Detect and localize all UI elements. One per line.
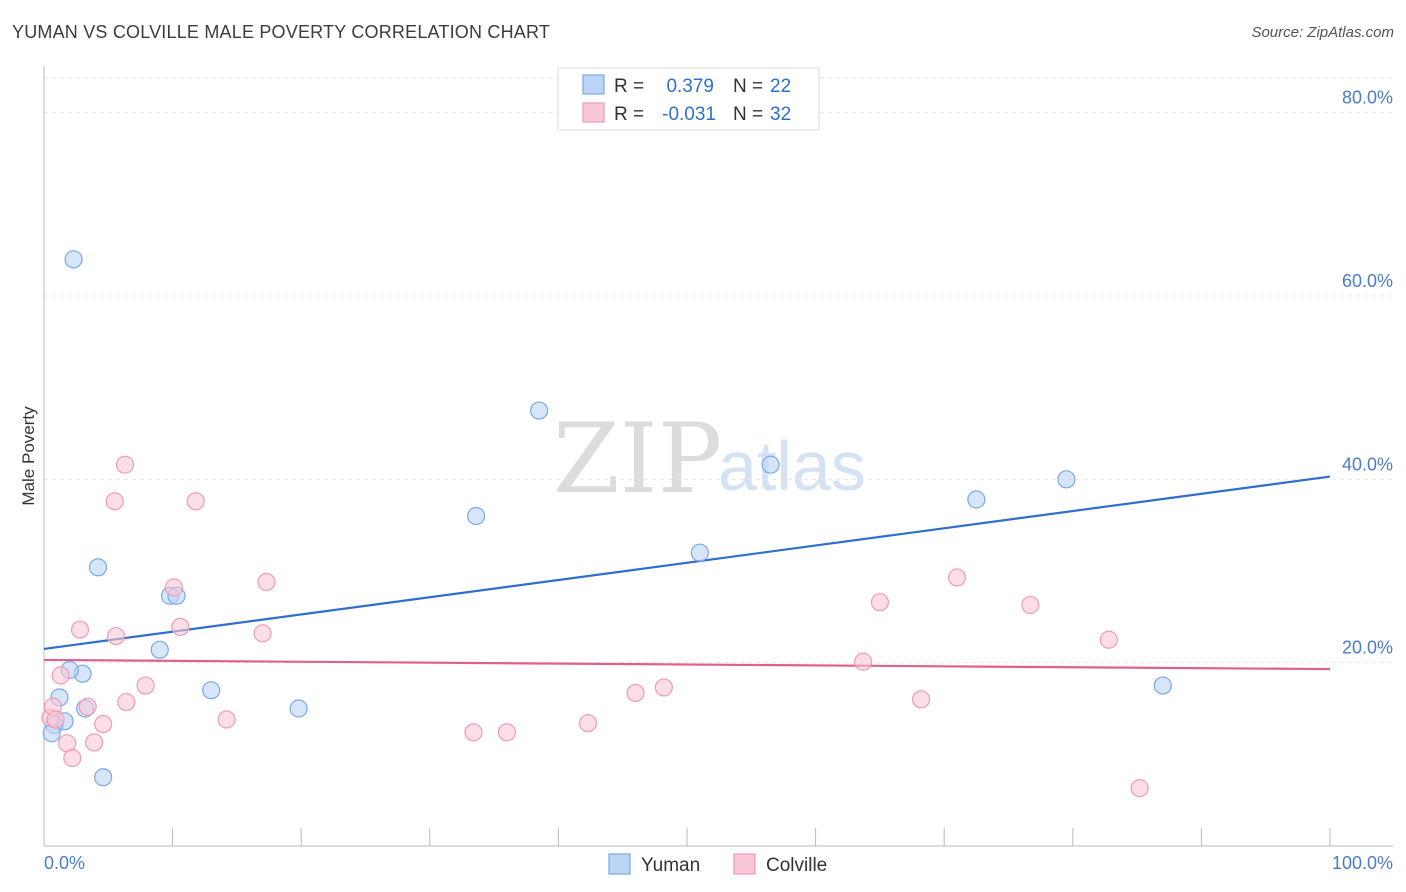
legend-r-label-colville: R =: [614, 104, 644, 125]
grid-lines: 20.0% 40.0% 60.0% 80.0%: [44, 77, 1393, 664]
legend-swatch-colville: [582, 102, 605, 123]
point-colville-16: [171, 617, 190, 637]
series-legend: Yuman Colville: [608, 853, 827, 876]
series-legend-swatch-colville: [733, 853, 756, 875]
point-colville-11: [106, 626, 126, 646]
point-colville-31: [1099, 630, 1118, 649]
correlation-legend: R = 0.379 N = 22 R = -0.031 N = 32: [557, 67, 820, 131]
legend-r-label-yuman: R =: [614, 76, 644, 97]
point-colville-27: [870, 593, 890, 612]
trend-line-yuman: [43, 475, 1331, 651]
y-tick-label-40: 40.0%: [1342, 454, 1393, 474]
point-colville-21: [464, 723, 483, 742]
watermark-atlas: atlas: [718, 427, 866, 505]
x-tick-label-min: 0.0%: [44, 853, 85, 873]
point-colville-19: [253, 624, 272, 643]
point-yuman-20: [1057, 470, 1076, 489]
legend-n-value-yuman: 22: [770, 76, 791, 97]
point-yuman-21: [1153, 676, 1172, 695]
y-tick-label-60: 60.0%: [1342, 271, 1393, 291]
axes: [43, 66, 1393, 847]
point-colville-2: [46, 710, 65, 729]
point-colville-9: [94, 714, 113, 734]
point-yuman-14: [289, 699, 308, 718]
point-yuman-17: [690, 543, 709, 562]
point-colville-25: [654, 678, 673, 697]
point-colville-24: [626, 683, 645, 703]
y-tick-label-20: 20.0%: [1342, 638, 1393, 658]
point-colville-28: [911, 690, 931, 709]
point-colville-22: [497, 723, 517, 742]
point-colville-3: [51, 666, 70, 685]
point-colville-30: [1021, 595, 1040, 615]
point-colville-6: [70, 620, 90, 639]
point-colville-14: [136, 676, 155, 695]
point-yuman-19: [967, 490, 986, 509]
point-yuman-1: [88, 558, 108, 577]
legend-n-value-colville: 32: [770, 104, 791, 125]
point-colville-26: [854, 652, 873, 671]
y-axis-title: Male Poverty: [19, 406, 38, 506]
point-yuman-0: [64, 250, 83, 269]
trend-line-colville: [43, 658, 1331, 671]
data-points: [41, 250, 1172, 798]
legend-swatch-yuman: [582, 74, 605, 95]
watermark-zip: ZIP: [553, 403, 722, 515]
series-legend-swatch-yuman: [608, 853, 631, 875]
point-yuman-13: [202, 681, 221, 700]
point-colville-32: [1130, 779, 1149, 798]
chart-title: YUMAN VS COLVILLE MALE POVERTY CORRELATI…: [12, 22, 551, 42]
point-yuman-9: [94, 768, 113, 787]
point-colville-13: [117, 692, 136, 712]
point-colville-5: [63, 748, 82, 768]
point-colville-8: [85, 733, 104, 752]
legend-r-value-yuman: 0.379: [666, 76, 714, 97]
series-legend-label-yuman: Yuman: [641, 855, 700, 876]
point-yuman-15: [466, 506, 486, 526]
legend-r-value-colville: -0.031: [662, 104, 716, 125]
y-tick-label-80: 80.0%: [1342, 88, 1393, 108]
point-yuman-18: [761, 455, 780, 474]
trend-lines: [43, 475, 1331, 671]
point-colville-29: [947, 568, 967, 587]
legend-n-label-colville: N =: [733, 104, 763, 125]
point-yuman-16: [530, 401, 549, 420]
point-colville-7: [78, 697, 97, 716]
point-colville-10: [105, 492, 124, 511]
x-tick-label-max: 100.0%: [1332, 853, 1393, 873]
point-yuman-12: [150, 640, 169, 659]
point-colville-20: [257, 572, 276, 592]
point-colville-12: [115, 455, 135, 474]
point-colville-15: [164, 578, 183, 597]
legend-n-label-yuman: N =: [733, 76, 763, 97]
source-credit: Source: ZipAtlas.com: [1251, 24, 1394, 41]
series-legend-label-colville: Colville: [766, 855, 827, 876]
point-colville-18: [217, 710, 236, 729]
point-colville-23: [578, 714, 598, 733]
point-colville-17: [186, 492, 205, 511]
